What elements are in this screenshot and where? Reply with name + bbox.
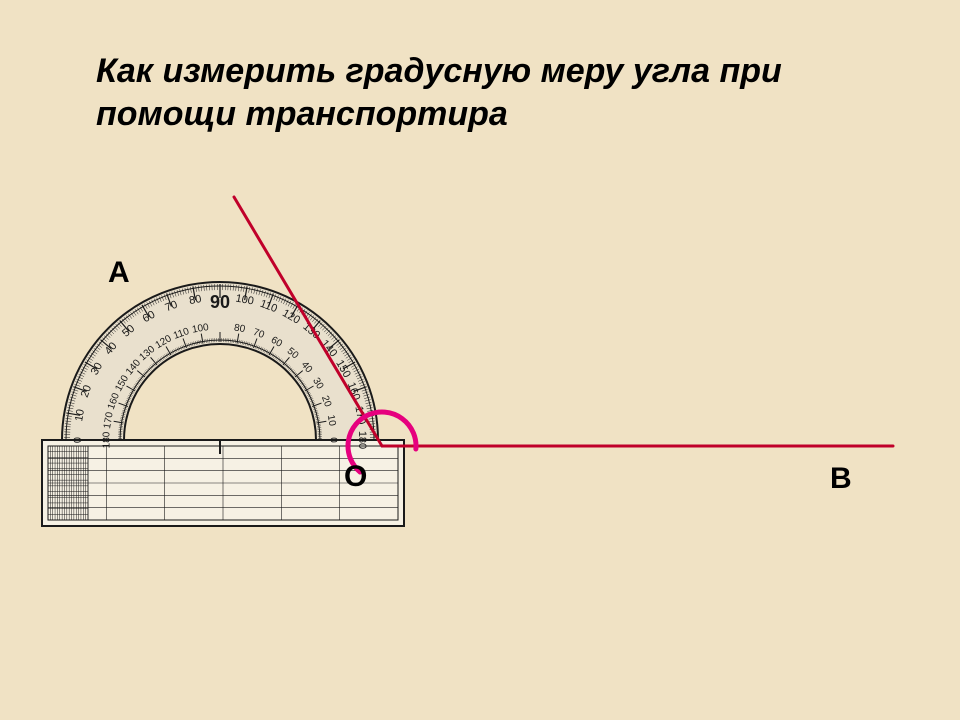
point-label-b: В [830, 462, 852, 496]
point-label-o: О [344, 460, 367, 494]
svg-text:0: 0 [327, 437, 338, 443]
point-label-a: А [108, 256, 130, 290]
svg-text:80: 80 [188, 293, 202, 307]
svg-text:180: 180 [356, 431, 368, 449]
svg-text:180: 180 [102, 431, 113, 448]
svg-text:90: 90 [210, 292, 230, 312]
svg-text:10: 10 [73, 408, 87, 422]
diagram-stage: 0180101702016030150401405013060120701108… [0, 0, 960, 720]
svg-text:0: 0 [72, 437, 84, 443]
